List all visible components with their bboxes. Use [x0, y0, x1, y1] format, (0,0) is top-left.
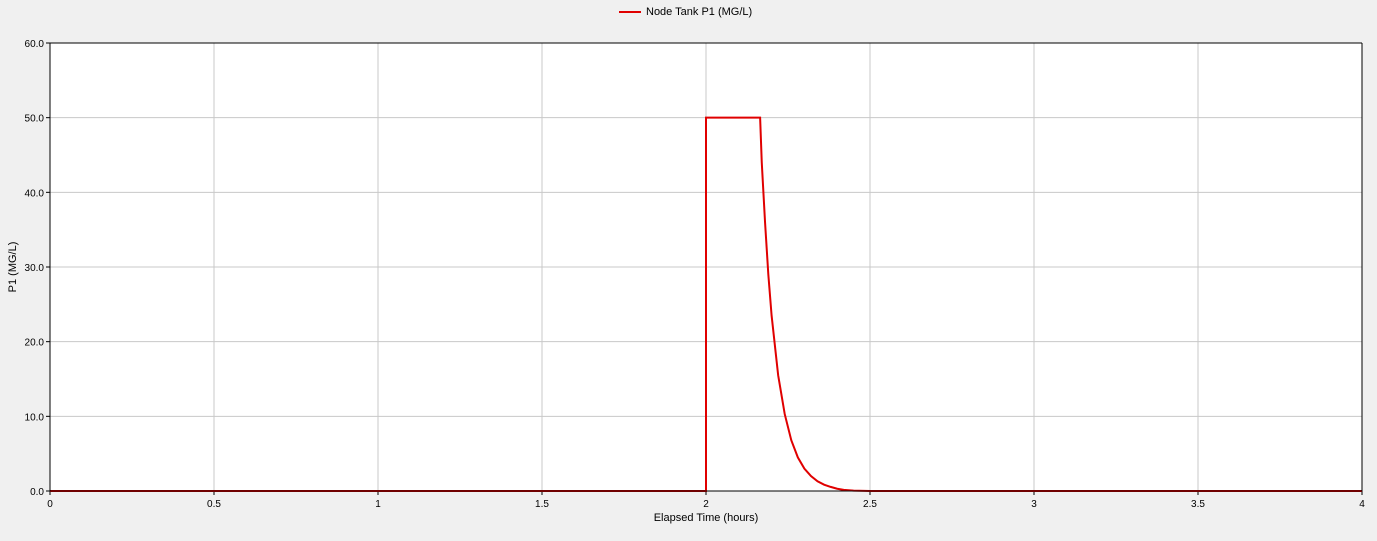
legend-label-node-tank-p1: Node Tank P1 (MG/L) [646, 6, 752, 18]
y-tick-label: 0.0 [30, 487, 44, 498]
legend[interactable]: Node Tank P1 (MG/L) [619, 6, 752, 18]
y-tick-label: 30.0 [25, 263, 45, 274]
tick-labels: 0 0.5 1 1.5 2 2.5 3 3.5 40.010.020.030.040.050.0… [25, 39, 1366, 510]
y-tick-label: 20.0 [25, 338, 45, 349]
y-tick-label: 40.0 [25, 188, 45, 199]
x-tick-label: 2 [703, 499, 709, 510]
x-tick-label: 0 [47, 499, 53, 510]
x-tick-label: 2.5 [863, 499, 877, 510]
y-tick-label: 50.0 [25, 114, 45, 125]
x-tick-label: 1 [375, 499, 381, 510]
x-tick-label: 4 [1359, 499, 1365, 510]
y-tick-label: 10.0 [25, 412, 45, 423]
y-axis-title: P1 (MG/L) [7, 242, 19, 293]
x-tick-label: 3 [1031, 499, 1037, 510]
x-tick-label: 3.5 [1191, 499, 1205, 510]
x-tick-label: 1.5 [535, 499, 549, 510]
y-tick-label: 60.0 [25, 39, 45, 50]
x-axis-title: Elapsed Time (hours) [654, 512, 759, 524]
x-tick-label: 0.5 [207, 499, 221, 510]
